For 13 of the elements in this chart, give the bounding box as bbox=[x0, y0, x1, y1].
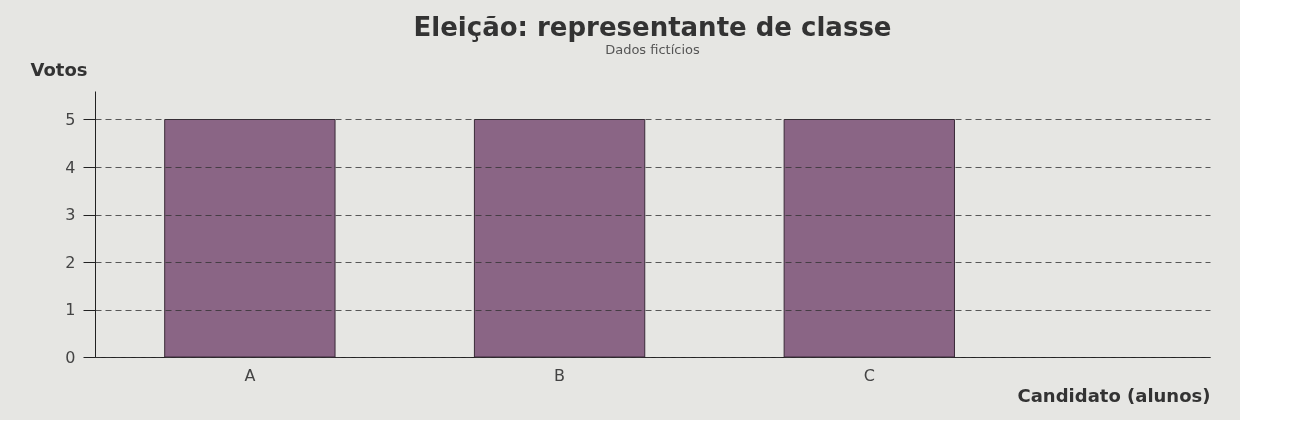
chart-title: Eleição: representante de classe bbox=[413, 12, 892, 42]
x-tick-label: A bbox=[244, 365, 256, 385]
y-tick-label: 5 bbox=[65, 110, 76, 129]
y-tick-label: 4 bbox=[65, 157, 76, 177]
x-axis-title: Candidato (alunos) bbox=[1017, 384, 1211, 406]
text: Dados fictícios bbox=[605, 42, 701, 57]
y-tick-label: 2 bbox=[65, 252, 76, 272]
x-tick-label: B bbox=[554, 365, 566, 385]
y-tick-label: 1 bbox=[65, 300, 76, 319]
x-tick-label: C bbox=[863, 365, 875, 385]
y-tick-label: 3 bbox=[65, 205, 76, 224]
y-tick-label: 0 bbox=[65, 347, 76, 367]
y-axis-title: Votos bbox=[30, 58, 88, 80]
